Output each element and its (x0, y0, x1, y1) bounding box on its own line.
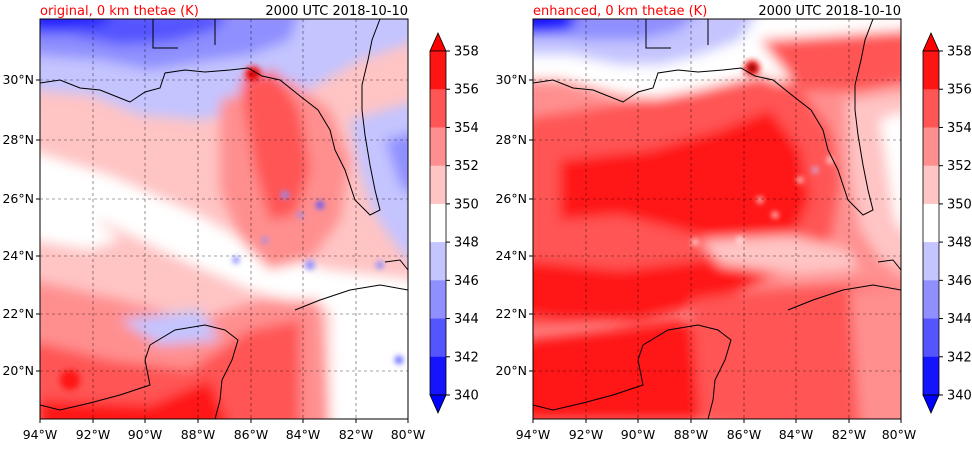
colorbar: 358 356 354 352 350 348 346 344 342 340 (429, 32, 479, 414)
colorbar-segment (430, 318, 446, 358)
colorbar-tick-label: 346 (454, 274, 479, 289)
panel-title: enhanced, 0 km thetae (K) (533, 4, 707, 19)
colorbar-segment (923, 318, 939, 358)
y-tick-label: 24°N (2, 248, 34, 263)
colorbar-segment (430, 242, 446, 281)
coastlines (40, 19, 408, 419)
y-tick-label: 30°N (2, 72, 34, 87)
x-tick-label: 86°W (234, 427, 269, 442)
colorbar-tick-label: 348 (947, 236, 972, 251)
colorbar-tick-label: 354 (454, 121, 479, 136)
x-tick-label: 92°W (76, 427, 111, 442)
colorbar-tick-label: 358 (947, 45, 972, 60)
map-frame (39, 18, 409, 420)
colorbar-segment (923, 356, 939, 396)
panel-title: original, 0 km thetae (K) (40, 4, 199, 19)
x-tick-label: 84°W (286, 427, 321, 442)
x-tick-label: 90°W (621, 427, 656, 442)
colorbar-tick-label: 344 (454, 312, 479, 327)
colorbar-segment (430, 89, 446, 128)
colorbar-outline (922, 50, 940, 396)
colorbar-segment (923, 165, 939, 205)
y-tick-label: 20°N (2, 363, 34, 378)
colorbar-tick-label: 346 (947, 274, 972, 289)
y-tick-label: 22°N (495, 306, 527, 321)
colorbar: 358 356 354 352 350 348 346 344 342 340 (922, 32, 972, 414)
thetae-field (40, 19, 408, 419)
y-tick-label: 24°N (495, 248, 527, 263)
colorbar-tick-label: 350 (454, 197, 479, 212)
colorbar-segment (430, 356, 446, 396)
colorbar-segment (923, 203, 939, 243)
colorbar-tick-label: 352 (947, 159, 972, 174)
x-tick-label: 94°W (516, 427, 551, 442)
x-axis-ticks: 94°W 92°W 90°W 88°W 86°W 84°W 82°W 80°W (23, 419, 426, 442)
y-tick-label: 30°N (495, 72, 527, 87)
x-tick-label: 82°W (339, 427, 374, 442)
map-frame (532, 18, 902, 420)
y-axis-ticks: 30°N 28°N 26°N 24°N 22°N 20°N (495, 72, 533, 378)
x-tick-label: 84°W (779, 427, 814, 442)
y-axis-ticks: 30°N 28°N 26°N 24°N 22°N 20°N (2, 72, 40, 378)
x-axis-ticks: 94°W 92°W 90°W 88°W 86°W 84°W 82°W 80°W (516, 419, 917, 442)
thetae-field (533, 19, 901, 419)
colorbar-tick-label: 356 (947, 83, 972, 98)
colorbar-tick-label: 358 (454, 45, 479, 60)
colorbar-tick-label: 344 (947, 312, 972, 327)
colorbar-tick-label: 340 (454, 389, 479, 404)
gridlines (533, 19, 901, 419)
x-tick-label: 80°W (391, 427, 426, 442)
panel-original: original, 0 km thetae (K) 2000 UTC 2018-… (2, 4, 478, 442)
x-tick-label: 90°W (128, 427, 163, 442)
y-tick-label: 28°N (2, 132, 34, 147)
colorbar-segment (923, 89, 939, 128)
colorbar-segment (923, 242, 939, 281)
x-tick-label: 88°W (181, 427, 216, 442)
y-tick-label: 26°N (495, 191, 527, 206)
x-tick-label: 88°W (674, 427, 709, 442)
colorbar-outline (429, 50, 447, 396)
panel-enhanced: enhanced, 0 km thetae (K) 2000 UTC 2018-… (495, 4, 971, 442)
colorbar-tick-label: 340 (947, 389, 972, 404)
colorbar-segment (923, 127, 939, 167)
panel-time: 2000 UTC 2018-10-10 (758, 4, 901, 19)
colorbar-segment (923, 51, 939, 90)
colorbar-segment (430, 165, 446, 205)
y-tick-label: 28°N (495, 132, 527, 147)
colorbar-tick-label: 354 (947, 121, 972, 136)
colorbar-tick-label: 356 (454, 83, 479, 98)
colorbar-under-arrow (429, 394, 447, 414)
gridlines (40, 19, 408, 419)
colorbar-tick-label: 348 (454, 236, 479, 251)
colorbar-segment (430, 127, 446, 167)
x-tick-label: 82°W (832, 427, 867, 442)
y-tick-label: 20°N (495, 363, 527, 378)
y-tick-label: 26°N (2, 191, 34, 206)
colorbar-under-arrow (922, 394, 940, 414)
x-tick-label: 92°W (569, 427, 604, 442)
colorbar-segment (430, 51, 446, 90)
x-tick-label: 86°W (727, 427, 762, 442)
colorbar-tick-label: 342 (454, 350, 479, 365)
colorbar-over-arrow (429, 32, 447, 52)
colorbar-segment (923, 280, 939, 320)
colorbar-tick-label: 352 (454, 159, 479, 174)
panel-time: 2000 UTC 2018-10-10 (265, 4, 408, 19)
x-tick-label: 80°W (882, 427, 917, 442)
colorbar-segment (430, 280, 446, 320)
colorbar-tick-label: 350 (947, 197, 972, 212)
colorbar-tick-label: 342 (947, 350, 972, 365)
x-tick-label: 94°W (23, 427, 58, 442)
colorbar-over-arrow (922, 32, 940, 52)
y-tick-label: 22°N (2, 306, 34, 321)
colorbar-segment (430, 203, 446, 243)
coastlines (533, 19, 901, 419)
